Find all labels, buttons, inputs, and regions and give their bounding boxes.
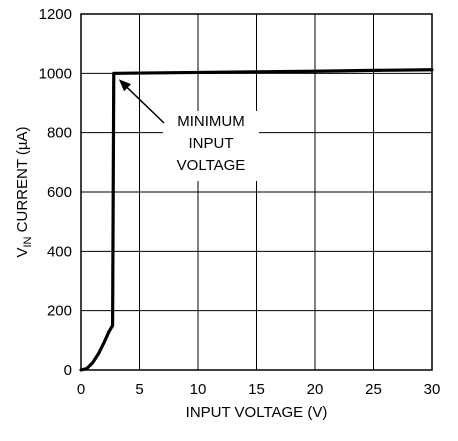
annotation-background bbox=[163, 111, 259, 181]
y-tick-label: 400 bbox=[47, 243, 72, 260]
y-axis-label-subscript: IN bbox=[22, 236, 34, 247]
plot-frame bbox=[80, 13, 433, 371]
x-tick-label: 5 bbox=[135, 381, 143, 398]
x-tick-label: 15 bbox=[248, 381, 265, 398]
x-tick-label: 20 bbox=[307, 381, 324, 398]
x-tick-label: 25 bbox=[365, 381, 382, 398]
series-group bbox=[79, 68, 434, 372]
x-tick-label: 30 bbox=[424, 381, 441, 398]
x-axis-label: INPUT VOLTAGE (V) bbox=[186, 404, 328, 421]
annotation-arrow-line bbox=[124, 84, 165, 124]
x-tick-label: 10 bbox=[190, 381, 207, 398]
y-tick-label: 200 bbox=[47, 303, 72, 320]
x-tick-labels: 0 5 10 15 20 25 30 bbox=[77, 381, 441, 398]
y-tick-label: 600 bbox=[47, 184, 72, 201]
y-axis-label: VIN CURRENT (µA) bbox=[14, 126, 34, 257]
y-tick-label: 800 bbox=[47, 125, 72, 142]
y-tick-label: 1000 bbox=[39, 65, 72, 82]
y-axis-label-rest: CURRENT (µA) bbox=[14, 126, 31, 236]
annotation-line: INPUT bbox=[189, 135, 234, 152]
series-line-0 bbox=[79, 68, 434, 372]
grid bbox=[81, 14, 432, 370]
x-tick-label: 0 bbox=[77, 381, 85, 398]
annotation-arrowhead-icon bbox=[118, 79, 132, 92]
y-tick-label: 0 bbox=[64, 362, 72, 379]
y-axis-label-main: V bbox=[14, 248, 31, 258]
y-tick-labels: 0 200 400 600 800 1000 1200 bbox=[39, 6, 72, 379]
y-tick-label: 1200 bbox=[39, 6, 72, 23]
annotation-line: MINIMUM bbox=[177, 113, 245, 130]
annotation: MINIMUM INPUT VOLTAGE bbox=[118, 79, 259, 181]
annotation-line: VOLTAGE bbox=[177, 157, 246, 174]
